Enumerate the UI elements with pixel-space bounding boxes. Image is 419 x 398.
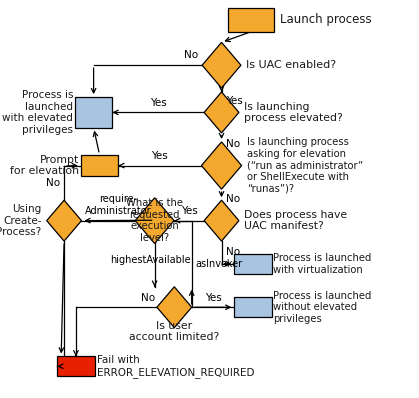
Polygon shape	[202, 142, 242, 189]
FancyBboxPatch shape	[234, 297, 272, 317]
Text: What is the
requested
execution
level?: What is the requested execution level?	[126, 198, 183, 243]
Polygon shape	[204, 200, 239, 241]
Text: Yes: Yes	[204, 293, 221, 302]
Text: Does process have
UAC manifest?: Does process have UAC manifest?	[244, 210, 347, 232]
Text: Prompt
for elevation: Prompt for elevation	[10, 155, 79, 176]
Text: Fail with
ERROR_ELEVATION_REQUIRED: Fail with ERROR_ELEVATION_REQUIRED	[97, 355, 254, 378]
Text: Yes: Yes	[151, 151, 168, 161]
Polygon shape	[202, 42, 241, 88]
Text: No: No	[46, 178, 60, 188]
Text: Yes: Yes	[150, 98, 167, 108]
Text: Is UAC enabled?: Is UAC enabled?	[246, 60, 336, 70]
Text: Yes: Yes	[181, 206, 197, 216]
FancyBboxPatch shape	[228, 8, 274, 32]
FancyBboxPatch shape	[75, 97, 112, 128]
FancyBboxPatch shape	[234, 254, 272, 274]
Text: Is launching
process elevated?: Is launching process elevated?	[244, 101, 343, 123]
Text: Process is launched
with virtualization: Process is launched with virtualization	[274, 253, 372, 275]
Text: Process is launched
without elevated
privileges: Process is launched without elevated pri…	[274, 291, 372, 324]
Text: Yes: Yes	[226, 96, 243, 106]
Text: No: No	[226, 139, 241, 149]
Polygon shape	[135, 198, 174, 244]
Text: Using
Create-
Process?: Using Create- Process?	[0, 204, 41, 237]
Text: Process is
launched
with elevated
privileges: Process is launched with elevated privil…	[2, 90, 73, 135]
Text: No: No	[226, 247, 241, 257]
Text: No: No	[184, 51, 198, 60]
Polygon shape	[157, 287, 191, 328]
Text: No: No	[226, 194, 241, 204]
Text: No: No	[141, 293, 155, 302]
Text: highestAvailable: highestAvailable	[110, 255, 191, 265]
Polygon shape	[204, 92, 239, 133]
Text: Is launching process
asking for elevation
(“run as administrator”
or ShellExecut: Is launching process asking for elevatio…	[247, 137, 363, 194]
Text: Launch process: Launch process	[280, 14, 371, 26]
Text: asInvoker: asInvoker	[196, 259, 243, 269]
FancyBboxPatch shape	[81, 155, 118, 176]
Text: Is user
account limited?: Is user account limited?	[129, 321, 220, 342]
Text: require-
Administrator: require- Administrator	[85, 194, 151, 216]
FancyBboxPatch shape	[57, 357, 95, 376]
Polygon shape	[47, 200, 81, 241]
